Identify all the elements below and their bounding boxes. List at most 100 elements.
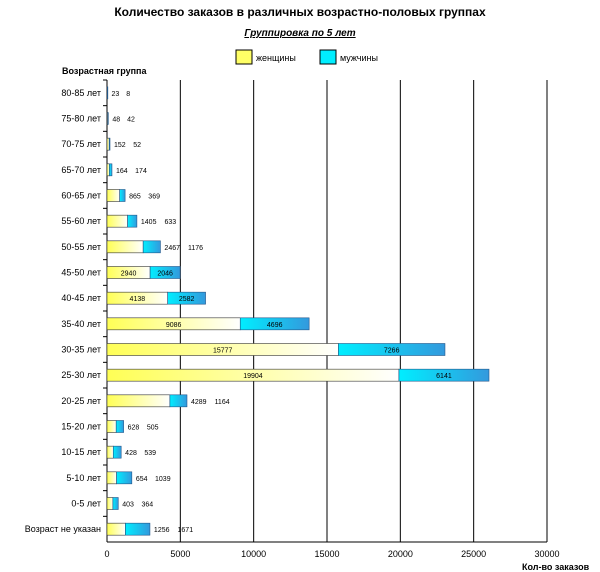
data-label: 403 <box>122 502 134 509</box>
category-label: 0-5 лет <box>71 499 101 509</box>
bar-men <box>107 112 109 125</box>
category-label: 60-65 лет <box>61 191 101 201</box>
data-label: 1176 <box>188 245 203 252</box>
data-label: 1164 <box>215 399 230 406</box>
data-label: 8 <box>126 91 130 98</box>
data-label: 15777 <box>213 348 233 355</box>
data-label: 19904 <box>243 373 263 380</box>
bar-men <box>167 291 206 305</box>
data-label: 633 <box>164 219 176 226</box>
data-label: 9086 <box>166 322 182 329</box>
category-label: 10-15 лет <box>61 447 101 457</box>
bar-men <box>169 394 188 408</box>
bar-women <box>106 240 144 254</box>
data-label: 1671 <box>178 527 194 534</box>
bar-women <box>106 420 117 433</box>
x-tick-label: 15000 <box>314 549 339 559</box>
x-tick-label: 10000 <box>241 549 266 559</box>
data-label: 2046 <box>157 271 173 278</box>
data-label: 7266 <box>384 348 400 355</box>
data-label: 1405 <box>141 219 157 226</box>
chart-title: Количество заказов в различных возрастно… <box>114 5 486 19</box>
bar-men <box>119 189 126 202</box>
data-label: 42 <box>127 117 135 124</box>
bar-women <box>106 137 110 151</box>
bar-women <box>106 189 120 202</box>
chart-subtitle: Группировка по 5 лет <box>244 28 355 39</box>
bar-men <box>338 343 446 356</box>
category-label: 5-10 лет <box>66 473 101 483</box>
category-label: Возраст не указан <box>25 524 101 534</box>
category-label: 30-35 лет <box>61 345 101 355</box>
bar-women <box>106 214 128 228</box>
data-label: 152 <box>114 142 126 149</box>
category-label: 80-85 лет <box>61 88 101 98</box>
bar-men <box>107 86 109 100</box>
legend-swatch-women <box>235 49 253 65</box>
x-tick-label: 20000 <box>388 549 413 559</box>
bar-women <box>106 445 114 459</box>
data-label: 539 <box>144 450 156 457</box>
category-label: 25-30 лет <box>61 370 101 380</box>
category-label: 45-50 лет <box>61 268 101 278</box>
category-label: 40-45 лет <box>61 293 101 303</box>
category-label: 50-55 лет <box>61 242 101 252</box>
data-label: 1039 <box>155 476 171 483</box>
category-label: 75-80 лет <box>61 114 101 124</box>
bar-men <box>149 266 181 279</box>
x-axis-label: Кол-во заказов <box>522 562 590 572</box>
bar-men <box>239 317 310 331</box>
bar-men <box>112 497 119 510</box>
bar-men <box>116 471 133 485</box>
data-label: 364 <box>141 502 153 509</box>
data-label: 23 <box>111 91 119 98</box>
y-axis-label: Возрастная группа <box>62 66 147 76</box>
category-label: 20-25 лет <box>61 396 101 406</box>
category-label: 65-70 лет <box>61 165 101 175</box>
bar-men <box>127 214 138 228</box>
data-label: 6141 <box>436 373 452 380</box>
data-label: 865 <box>129 194 141 201</box>
bar-men <box>125 522 151 536</box>
data-label: 48 <box>112 117 120 124</box>
data-label: 2940 <box>121 271 137 278</box>
x-tick-label: 30000 <box>534 549 559 559</box>
legend-label-women: женщины <box>256 53 296 63</box>
data-label: 52 <box>133 142 141 149</box>
bar-men <box>109 163 113 177</box>
data-label: 2467 <box>164 245 180 252</box>
bar-men <box>112 445 122 459</box>
data-label: 4138 <box>130 296 146 303</box>
data-label: 654 <box>136 476 148 483</box>
bar-women <box>106 394 171 408</box>
category-label: 55-60 лет <box>61 216 101 226</box>
category-label: 15-20 лет <box>61 422 101 432</box>
bar-women <box>106 163 110 177</box>
data-label: 1256 <box>154 527 170 534</box>
data-label: 505 <box>147 425 159 432</box>
legend-label-men: мужчины <box>340 53 378 63</box>
data-label: 628 <box>128 425 140 432</box>
bar-men <box>108 137 111 151</box>
data-label: 369 <box>148 194 160 201</box>
category-label: 70-75 лет <box>61 139 101 149</box>
x-tick-label: 5000 <box>170 549 190 559</box>
bar-men <box>115 420 124 433</box>
data-label: 2582 <box>179 296 195 303</box>
x-tick-label: 25000 <box>461 549 486 559</box>
bar-women <box>106 471 117 485</box>
legend-swatch-men <box>319 49 337 65</box>
x-tick-label: 0 <box>104 549 109 559</box>
category-label: 35-40 лет <box>61 319 101 329</box>
bar-men <box>142 240 161 254</box>
data-label: 4289 <box>191 399 207 406</box>
bar-men <box>398 368 490 382</box>
data-label: 164 <box>116 168 128 175</box>
bar-women <box>106 522 126 536</box>
data-label: 428 <box>125 450 137 457</box>
bar-women <box>106 497 114 510</box>
data-label: 4696 <box>267 322 283 329</box>
data-label: 174 <box>135 168 147 175</box>
